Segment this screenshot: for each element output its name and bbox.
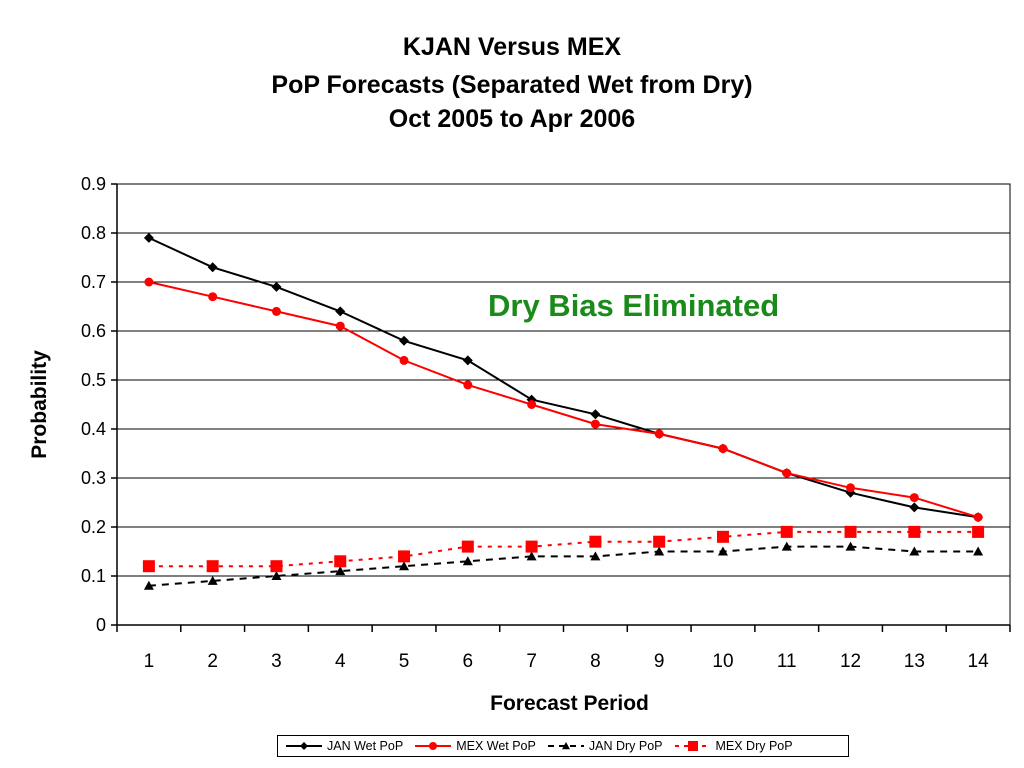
series-line-jan-wet-pop xyxy=(148,236,979,519)
data-point-jan-wet-pop xyxy=(143,232,154,243)
data-point-mex-dry-pop xyxy=(589,535,602,548)
data-point-jan-wet-pop xyxy=(207,262,218,273)
x-tick-label: 9 xyxy=(654,651,665,672)
y-tick-label: 0.8 xyxy=(81,223,106,243)
data-point-mex-wet-pop xyxy=(144,277,154,287)
x-tick-label: 7 xyxy=(526,651,537,672)
data-point-mex-dry-pop xyxy=(398,550,411,563)
data-point-mex-dry-pop xyxy=(270,560,283,573)
data-point-jan-wet-pop xyxy=(271,281,282,292)
plot-area xyxy=(116,183,1011,626)
legend-swatch xyxy=(674,741,711,751)
legend-swatch xyxy=(286,742,322,750)
series-line-mex-wet-pop xyxy=(148,281,979,519)
y-tick-label: 0.7 xyxy=(81,272,106,292)
legend-item: JAN Dry PoP xyxy=(546,739,663,753)
data-point-mex-dry-pop xyxy=(716,530,729,543)
legend-item: MEX Wet PoP xyxy=(413,739,536,753)
legend-swatch xyxy=(415,742,452,750)
series-line-mex-dry-pop xyxy=(148,530,979,568)
legend-swatch xyxy=(547,742,584,750)
data-point-mex-wet-pop xyxy=(718,444,728,454)
data-point-mex-dry-pop xyxy=(844,525,857,538)
legend-item: JAN Wet PoP xyxy=(284,739,403,753)
x-tick-label: 6 xyxy=(463,651,474,672)
data-point-jan-dry-pop xyxy=(845,541,856,551)
chart-legend: JAN Wet PoP MEX Wet PoP JAN Dry PoP MEX Dry… xyxy=(277,735,849,757)
data-point-mex-wet-pop xyxy=(463,380,473,390)
x-tick-label: 13 xyxy=(904,651,925,672)
data-point-jan-wet-pop xyxy=(590,409,601,420)
x-tick-label: 12 xyxy=(840,651,861,672)
data-point-jan-wet-pop xyxy=(462,355,473,366)
data-point-jan-dry-pop xyxy=(271,571,282,580)
data-point-mex-wet-pop xyxy=(654,429,664,439)
data-point-mex-wet-pop xyxy=(527,400,537,409)
data-point-jan-dry-pop xyxy=(717,546,728,556)
legend-label: MEX Dry PoP xyxy=(715,739,793,753)
data-point-mex-wet-pop xyxy=(973,512,983,522)
data-point-mex-dry-pop xyxy=(653,535,666,548)
data-point-jan-dry-pop xyxy=(526,551,537,561)
data-point-mex-wet-pop xyxy=(909,493,919,503)
x-tick-label: 2 xyxy=(207,651,218,672)
y-tick-label: 0.2 xyxy=(81,517,106,537)
legend-label: JAN Dry PoP xyxy=(588,739,663,753)
data-point-jan-dry-pop xyxy=(335,566,346,576)
data-point-jan-dry-pop xyxy=(207,575,218,585)
chart-title-line-2: PoP Forecasts (Separated Wet from Dry) xyxy=(271,71,753,99)
data-point-jan-dry-pop xyxy=(654,546,665,556)
data-point-mex-dry-pop xyxy=(461,540,474,553)
data-point-mex-dry-pop xyxy=(142,560,155,573)
x-tick-label: 1 xyxy=(144,651,155,672)
y-axis-title: Probability xyxy=(28,350,51,459)
data-point-mex-wet-pop xyxy=(335,321,345,331)
data-point-mex-dry-pop xyxy=(525,540,538,553)
data-point-mex-wet-pop xyxy=(208,292,218,302)
x-tick-label: 11 xyxy=(777,651,797,672)
legend-label: JAN Wet PoP xyxy=(327,739,404,753)
x-tick-label: 3 xyxy=(271,651,282,672)
data-point-jan-dry-pop xyxy=(462,556,473,566)
chart-title-line-1: KJAN Versus MEX xyxy=(402,33,622,61)
data-point-mex-wet-pop xyxy=(271,306,281,316)
data-point-mex-wet-pop xyxy=(846,483,856,493)
x-tick-label: 10 xyxy=(712,651,733,672)
y-tick-label: 0.3 xyxy=(81,468,106,488)
x-tick-label: 8 xyxy=(590,651,601,672)
data-point-mex-wet-pop xyxy=(782,468,792,478)
x-axis-title: Forecast Period xyxy=(490,692,649,715)
y-tick-label: 0.9 xyxy=(81,174,106,194)
data-point-jan-dry-pop xyxy=(399,561,410,571)
data-point-jan-wet-pop xyxy=(909,502,920,513)
data-point-jan-dry-pop xyxy=(781,541,792,551)
chart-title-line-3: Oct 2005 to Apr 2006 xyxy=(388,105,636,133)
y-tick-label: 0 xyxy=(96,615,106,635)
y-tick-label: 0.6 xyxy=(81,321,106,341)
data-point-jan-dry-pop xyxy=(590,551,601,561)
x-tick-label: 14 xyxy=(968,651,990,672)
x-tick-label: 5 xyxy=(399,651,410,672)
legend-label: MEX Wet PoP xyxy=(456,739,536,753)
data-point-mex-wet-pop xyxy=(399,355,409,365)
legend-item: MEX Dry PoP xyxy=(673,739,793,753)
data-point-mex-dry-pop xyxy=(908,525,921,538)
y-tick-label: 0.5 xyxy=(81,370,106,390)
data-point-mex-dry-pop xyxy=(206,560,219,573)
annotation-dry-bias: Dry Bias Eliminated xyxy=(488,288,780,323)
data-point-mex-wet-pop xyxy=(590,419,600,429)
series-line-jan-dry-pop xyxy=(148,545,979,587)
y-tick-label: 0.4 xyxy=(81,419,106,439)
data-point-mex-dry-pop xyxy=(972,525,985,538)
x-tick-label: 4 xyxy=(335,651,346,672)
data-point-jan-wet-pop xyxy=(399,335,410,346)
data-point-jan-dry-pop xyxy=(973,546,984,556)
y-tick-label: 0.1 xyxy=(81,566,106,586)
data-point-mex-dry-pop xyxy=(780,525,793,538)
data-point-mex-dry-pop xyxy=(334,555,347,568)
data-point-jan-dry-pop xyxy=(143,580,154,590)
data-point-jan-wet-pop xyxy=(335,306,346,317)
data-point-jan-dry-pop xyxy=(909,546,920,556)
